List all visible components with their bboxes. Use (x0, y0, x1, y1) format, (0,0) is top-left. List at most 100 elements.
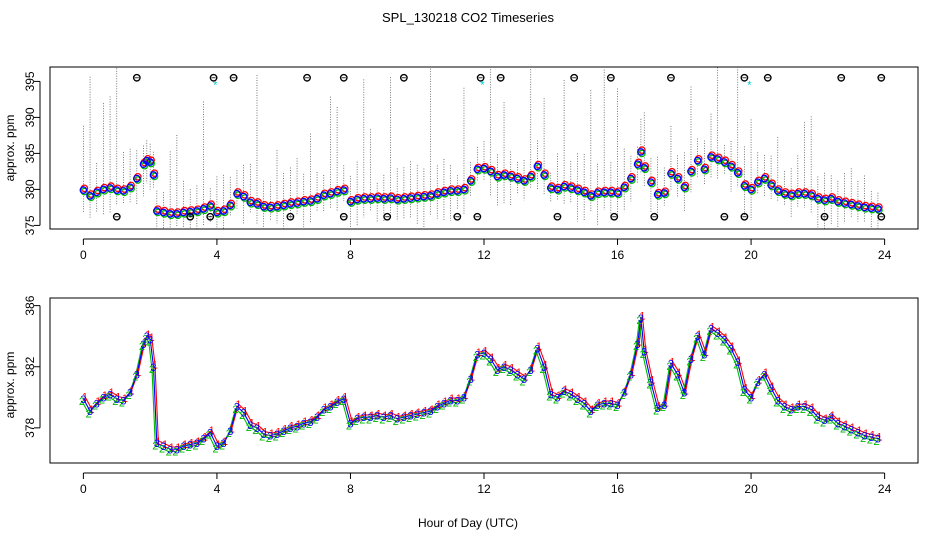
point-label: 2 (346, 421, 352, 433)
point-label: 3 (448, 395, 454, 407)
point-label: 2 (873, 436, 879, 448)
point-label: 1 (342, 392, 348, 404)
point-label: 2 (292, 424, 298, 436)
point-label: 1 (683, 385, 689, 397)
point-label: 3 (261, 429, 267, 441)
point-label: 1 (876, 431, 882, 443)
data-point (107, 185, 115, 194)
data-point (660, 189, 669, 197)
x-tick-label: 20 (744, 482, 758, 496)
data-point (740, 181, 749, 190)
point-label: 1 (556, 390, 562, 402)
x-tick-label: 24 (878, 248, 892, 262)
point-label: 1 (763, 367, 769, 379)
point-label: 2 (186, 442, 192, 454)
point-label: 1 (676, 367, 682, 379)
point-label: 2 (152, 440, 158, 452)
point-label: 3 (594, 400, 600, 412)
point-label: 1 (215, 439, 221, 451)
point-label: 2 (780, 404, 786, 416)
point-label: 3 (541, 362, 547, 374)
data-point (199, 204, 208, 213)
point-label: 2 (139, 341, 145, 353)
point-label: 3 (521, 374, 527, 386)
point-label: 3 (314, 412, 320, 424)
data-point (200, 206, 209, 215)
x-tick-label: 12 (477, 248, 491, 262)
point-label: 1 (750, 390, 756, 402)
point-label: 1 (82, 392, 88, 404)
point-label: 1 (115, 392, 121, 404)
data-point (573, 186, 582, 194)
data-point (93, 189, 102, 198)
data-point (753, 178, 762, 187)
point-label: 1 (209, 425, 215, 437)
data-point (708, 154, 716, 163)
data-point (768, 182, 776, 191)
point-label: 2 (540, 364, 546, 376)
point-label: 2 (179, 443, 185, 455)
point-label: 1 (436, 399, 442, 411)
point-label: 1 (382, 410, 388, 422)
point-label: 3 (294, 421, 300, 433)
point-label: 2 (546, 392, 552, 404)
point-label: 3 (414, 409, 420, 421)
data-point (521, 178, 529, 187)
point-label: 1 (282, 424, 288, 436)
data-point (466, 176, 475, 185)
point-label: 3 (501, 362, 507, 374)
point-label: 2 (713, 330, 719, 342)
point-label: 1 (389, 408, 395, 420)
x-tick-label: 8 (347, 248, 354, 262)
point-label: 3 (755, 377, 761, 389)
point-label: 2 (112, 396, 118, 408)
data-point (641, 165, 650, 174)
point-label: 2 (272, 431, 278, 443)
point-label: 1 (95, 396, 101, 408)
x-tick-label: 0 (80, 482, 87, 496)
point-label: 2 (459, 395, 465, 407)
point-label: 3 (428, 406, 434, 418)
point-label: 2 (266, 433, 272, 445)
data-point (673, 174, 682, 183)
point-label: 1 (776, 393, 782, 405)
y-tick-label: 385 (23, 143, 37, 163)
point-label: 2 (353, 416, 359, 428)
point-label: 2 (613, 402, 619, 414)
x-tick-label: 20 (744, 248, 758, 262)
data-point (727, 162, 735, 171)
data-point (667, 169, 675, 178)
point-label: 3 (735, 357, 741, 369)
point-label: 1 (275, 427, 281, 439)
point-label: 1 (295, 419, 301, 431)
data-point (467, 178, 476, 187)
point-label: 1 (135, 367, 141, 379)
point-label: 3 (835, 418, 841, 430)
point-label: 2 (366, 414, 372, 426)
reference-marker (339, 212, 348, 221)
y-tick-label: 382 (23, 356, 37, 376)
data-point (587, 193, 596, 202)
point-label: 2 (646, 379, 652, 391)
data-point (227, 202, 236, 211)
x-tick-label: 16 (611, 248, 625, 262)
point-label: 3 (281, 426, 287, 438)
data-point (520, 176, 528, 185)
point-label: 3 (695, 331, 701, 343)
point-label: 3 (808, 405, 814, 417)
point-label: 2 (146, 337, 152, 349)
point-label: 2 (519, 376, 525, 388)
point-label: 2 (580, 401, 586, 413)
point-label: 3 (100, 392, 106, 404)
point-label: 1 (416, 407, 422, 419)
point-label: 2 (99, 395, 105, 407)
point-label: 3 (614, 400, 620, 412)
point-label: 1 (636, 337, 642, 349)
point-label: 1 (736, 355, 742, 367)
point-label: 2 (219, 440, 225, 452)
point-label: 1 (262, 427, 268, 439)
data-point (146, 158, 155, 166)
cyan-marker: * (213, 79, 218, 91)
plot-frame (49, 297, 919, 464)
